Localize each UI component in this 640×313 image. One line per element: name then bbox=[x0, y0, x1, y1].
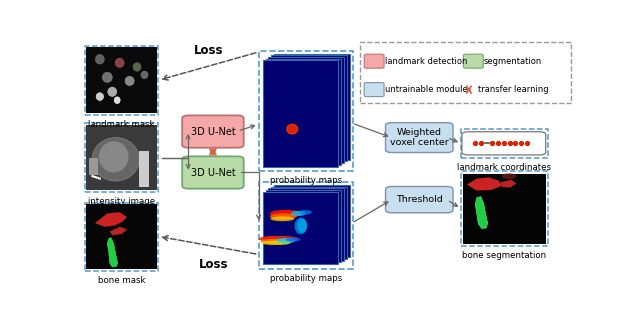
PathPatch shape bbox=[95, 212, 127, 227]
Bar bbox=[262, 192, 338, 264]
Ellipse shape bbox=[297, 218, 307, 233]
Text: Weighted
voxel center: Weighted voxel center bbox=[390, 128, 449, 147]
PathPatch shape bbox=[500, 180, 516, 187]
Text: probability maps: probability maps bbox=[269, 176, 342, 185]
Text: bone segmentation: bone segmentation bbox=[462, 251, 547, 260]
Ellipse shape bbox=[276, 238, 296, 243]
Bar bbox=[138, 151, 150, 187]
PathPatch shape bbox=[476, 197, 488, 228]
Bar bbox=[275, 54, 350, 160]
Bar bbox=[86, 48, 157, 113]
Bar bbox=[269, 188, 344, 261]
Text: probability maps: probability maps bbox=[269, 274, 342, 283]
Bar bbox=[89, 158, 98, 175]
Ellipse shape bbox=[261, 241, 291, 245]
FancyBboxPatch shape bbox=[364, 83, 384, 97]
Bar bbox=[86, 204, 157, 269]
FancyBboxPatch shape bbox=[364, 54, 384, 68]
Text: landmark mask: landmark mask bbox=[88, 120, 155, 129]
Bar bbox=[86, 125, 157, 190]
Bar bbox=[461, 171, 548, 246]
Text: segmentation: segmentation bbox=[484, 57, 542, 66]
Text: 3D U-Net: 3D U-Net bbox=[191, 167, 236, 177]
Ellipse shape bbox=[133, 63, 141, 71]
FancyBboxPatch shape bbox=[385, 123, 453, 152]
PathPatch shape bbox=[467, 177, 502, 191]
Text: Threshold: Threshold bbox=[396, 195, 443, 204]
Text: transfer learning: transfer learning bbox=[478, 85, 548, 94]
PathPatch shape bbox=[108, 238, 118, 267]
Bar bbox=[259, 51, 353, 171]
Ellipse shape bbox=[125, 76, 134, 85]
Text: intensity image: intensity image bbox=[88, 197, 156, 206]
FancyBboxPatch shape bbox=[462, 132, 546, 155]
Bar bbox=[266, 59, 341, 165]
Bar bbox=[85, 46, 158, 115]
Ellipse shape bbox=[502, 173, 516, 179]
Ellipse shape bbox=[259, 236, 298, 242]
Ellipse shape bbox=[269, 213, 297, 219]
Ellipse shape bbox=[115, 58, 124, 67]
Bar bbox=[360, 42, 571, 103]
Bar bbox=[85, 123, 158, 192]
Ellipse shape bbox=[300, 210, 312, 214]
Text: Loss: Loss bbox=[194, 44, 224, 57]
Bar bbox=[271, 187, 347, 259]
FancyBboxPatch shape bbox=[182, 156, 244, 189]
Ellipse shape bbox=[141, 71, 148, 79]
Ellipse shape bbox=[269, 210, 302, 217]
Bar bbox=[463, 174, 546, 244]
Ellipse shape bbox=[291, 211, 306, 216]
Ellipse shape bbox=[260, 239, 295, 244]
Text: untrainable module: untrainable module bbox=[385, 85, 467, 94]
Ellipse shape bbox=[92, 138, 140, 181]
Bar bbox=[275, 185, 350, 257]
Ellipse shape bbox=[294, 218, 307, 234]
Ellipse shape bbox=[96, 93, 104, 100]
Ellipse shape bbox=[286, 237, 301, 242]
Ellipse shape bbox=[99, 141, 129, 172]
PathPatch shape bbox=[110, 227, 127, 235]
Bar bbox=[271, 55, 347, 162]
FancyBboxPatch shape bbox=[385, 187, 453, 213]
Bar bbox=[262, 60, 338, 167]
Ellipse shape bbox=[271, 216, 294, 221]
Ellipse shape bbox=[95, 54, 104, 64]
Text: Loss: Loss bbox=[199, 258, 228, 271]
Bar bbox=[269, 57, 344, 163]
Bar bbox=[259, 182, 353, 269]
Text: 3D U-Net: 3D U-Net bbox=[191, 126, 236, 136]
Text: landmark detection: landmark detection bbox=[385, 57, 467, 66]
Text: landmark coordinates: landmark coordinates bbox=[458, 163, 551, 172]
Ellipse shape bbox=[102, 72, 112, 82]
Bar bbox=[461, 129, 548, 158]
Ellipse shape bbox=[114, 97, 120, 104]
Bar bbox=[85, 203, 158, 271]
FancyBboxPatch shape bbox=[463, 54, 483, 68]
Ellipse shape bbox=[108, 87, 116, 96]
Ellipse shape bbox=[287, 124, 298, 134]
FancyBboxPatch shape bbox=[182, 115, 244, 148]
Text: bone mask: bone mask bbox=[98, 276, 145, 285]
Bar bbox=[266, 190, 341, 262]
